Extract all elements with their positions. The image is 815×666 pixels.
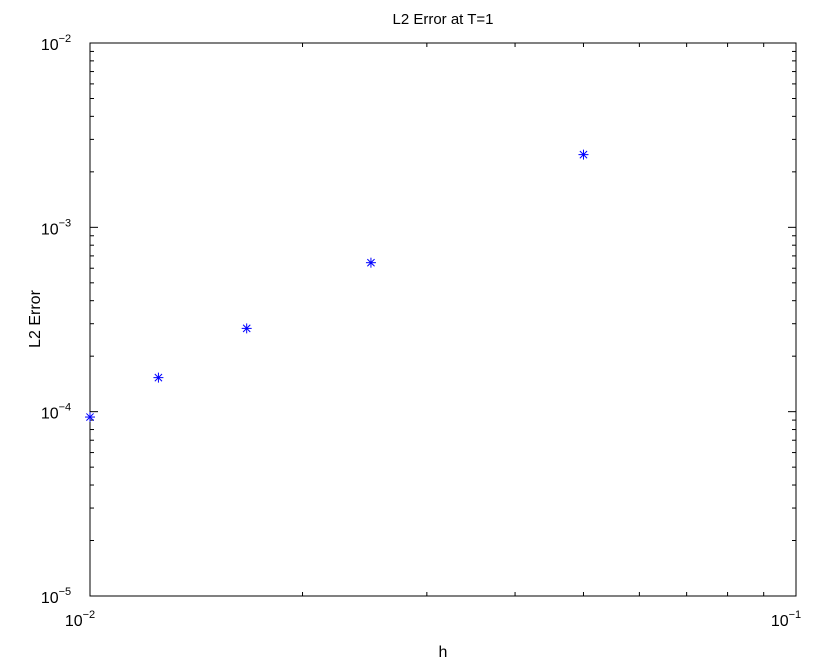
chart-title: L2 Error at T=1 [392,11,493,28]
data-point [85,412,95,423]
data-point [153,372,164,383]
axis-tick-labels: 10−2 10−1 10−5 10−4 10−3 10−2 [41,33,801,630]
y-axis-label: L2 Error [27,289,44,347]
y-tick-label: 10−3 [41,217,71,238]
data-points [85,149,589,423]
data-point [241,323,252,334]
plot-area [89,42,797,597]
data-point [578,149,589,160]
axis-ticks [89,42,797,597]
x-tick-label: 10−1 [771,609,801,630]
y-tick-label: 10−2 [41,33,71,54]
y-tick-label: 10−4 [41,402,71,423]
x-tick-label: 10−2 [65,609,95,630]
y-tick-label: 10−5 [41,586,71,607]
x-axis-label: h [439,644,448,661]
data-point [365,257,376,268]
